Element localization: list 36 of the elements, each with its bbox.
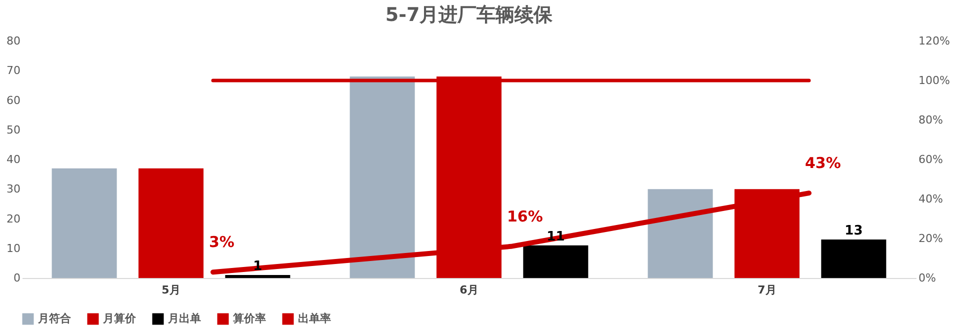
x-tick-label: 5月	[162, 284, 180, 296]
data-label: 3%	[209, 233, 234, 252]
y-tick-label: 80	[6, 34, 20, 48]
bar	[138, 168, 204, 278]
bar	[523, 245, 588, 278]
legend-label: 月出单	[167, 312, 201, 325]
y-tick-label: 0	[14, 272, 20, 284]
bar	[52, 168, 117, 278]
y2-tick-label: 100%	[918, 74, 950, 87]
x-tick-label: 7月	[758, 284, 776, 296]
x-tick-label: 6月	[460, 284, 478, 296]
y-tick-label: 30	[6, 182, 20, 196]
data-label: 16%	[507, 207, 543, 226]
data-label: 13	[844, 223, 863, 238]
bar	[350, 76, 415, 278]
data-label: 43%	[805, 154, 841, 172]
legend-label: 月算价	[102, 312, 137, 325]
y2-tick-label: 20%	[918, 232, 943, 245]
y2-tick-label: 40%	[918, 192, 943, 206]
y-tick-label: 40	[6, 153, 20, 166]
chart-title: 5-7月进厂车辆续保	[385, 4, 554, 26]
bar	[821, 239, 886, 278]
y2-tick-label: 80%	[918, 114, 943, 126]
bar	[648, 189, 713, 278]
legend-label: 月符合	[37, 312, 72, 325]
y-tick-label: 20	[6, 212, 20, 226]
y2-tick-label: 60%	[918, 153, 943, 166]
y-tick-label: 70	[6, 64, 20, 78]
y-tick-label: 60	[6, 94, 20, 107]
legend-label: 出单率	[298, 312, 331, 325]
y2-tick-label: 0%	[918, 272, 936, 284]
y-tick-label: 10	[6, 242, 20, 255]
legend-label: 算价率	[232, 312, 266, 325]
y-tick-label: 50	[6, 123, 20, 136]
y2-tick-label: 120%	[918, 34, 950, 48]
bar	[225, 275, 290, 278]
